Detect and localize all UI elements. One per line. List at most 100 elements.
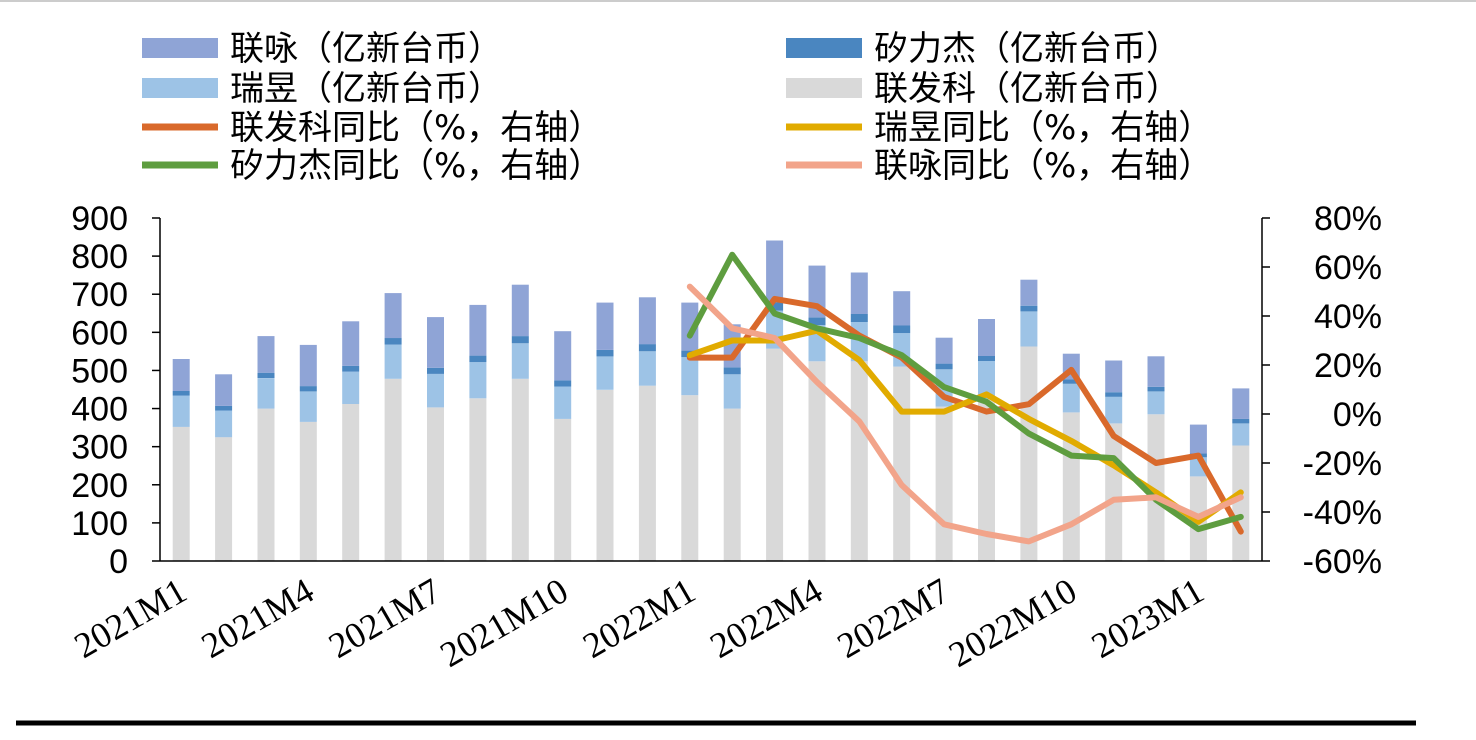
bar-segment-s3-2021M6 [384, 293, 402, 339]
bar-segment-s0-2021M10 [554, 418, 572, 561]
bar-segment-s3-2021M2 [215, 374, 233, 406]
bar-segment-s3-2022M7 [935, 337, 953, 364]
bar-segment-s1-2022M8 [978, 360, 995, 399]
right-tick-label: -20% [1303, 445, 1382, 483]
bar-segment-s2-2021M1 [172, 391, 190, 396]
bar-segment-s3-2023M1 [1189, 424, 1207, 454]
bar-segment-s3-2022M9 [1020, 279, 1038, 306]
bar-segment-s1-2021M12 [638, 351, 656, 386]
bar-segment-s3-2021M9 [511, 284, 529, 337]
bar-segment-s2-2022M11 [1105, 392, 1123, 397]
left-tick-label: 100 [71, 505, 128, 543]
left-tick-label: 900 [71, 200, 128, 238]
bar-segment-s0-2022M9 [1020, 346, 1038, 561]
bar-segment-s3-2023M2 [1232, 388, 1250, 419]
bar-segment-s3-2021M5 [342, 321, 360, 366]
legend-label-silergy: 矽力杰（亿新台币） [874, 29, 1180, 69]
bar-segment-s2-2021M8 [469, 355, 487, 363]
bar-segment-s0-2022M12 [1147, 414, 1165, 561]
lines [686, 251, 1244, 545]
bar-segment-s0-2021M3 [257, 408, 275, 561]
bar-segment-s3-2022M8 [978, 319, 995, 356]
x-tick-label: 2023M1 [1085, 570, 1211, 666]
bar-segment-s0-2021M9 [511, 378, 529, 561]
bar-segment-s1-2022M11 [1105, 396, 1123, 424]
legend-label-mediatek-yoy: 联发科同比（%，右轴） [230, 108, 602, 148]
legend: 联咏（亿新台币） 矽力杰（亿新台币） 瑞昱（亿新台币） 联发科（亿新台币） 联发… [142, 29, 1212, 186]
bar-segment-s1-2022M10 [1062, 383, 1080, 413]
bar-segment-s3-2022M5 [850, 272, 868, 314]
bar-segment-s0-2022M7 [935, 406, 953, 561]
left-tick-label: 200 [71, 467, 128, 505]
bar-segment-s3-2022M12 [1147, 356, 1165, 387]
legend-label-realtek: 瑞昱（亿新台币） [230, 69, 502, 109]
bar-segment-s0-2022M11 [1105, 423, 1123, 561]
line-series-1 [686, 327, 1244, 525]
right-tick-label: -60% [1303, 543, 1382, 581]
right-axis-ticks: -60% -40% -20% 0% 20% 40% 60% 80% [1262, 200, 1382, 581]
bar-segment-s2-2022M6 [893, 325, 911, 334]
bar-segment-s3-2021M1 [172, 359, 190, 391]
left-tick-label: 0 [109, 543, 128, 581]
bar-segment-s0-2022M3 [766, 348, 784, 561]
legend-label-lianyong-yoy: 联咏同比（%，右轴） [874, 146, 1212, 186]
bar-segment-s0-2022M5 [850, 361, 868, 561]
bar-segment-s1-2021M4 [299, 391, 317, 422]
right-tick-label: 40% [1314, 298, 1382, 336]
legend-label-silergy-yoy: 矽力杰同比（%，右轴） [230, 146, 602, 186]
bar-segment-s2-2021M10 [554, 380, 572, 387]
bar-segment-s0-2021M5 [342, 404, 360, 561]
bar-segment-s1-2021M10 [554, 386, 572, 419]
bar-segment-s2-2022M12 [1147, 386, 1165, 392]
bar-segment-s1-2022M2 [723, 374, 741, 409]
bar-segment-s1-2021M3 [257, 378, 275, 409]
bar-segment-s3-2021M10 [554, 331, 572, 381]
bar-segment-s0-2022M1 [681, 395, 699, 561]
bar-segment-s1-2022M12 [1147, 391, 1165, 415]
x-tick-label: 2021M10 [433, 570, 574, 675]
bar-segment-s2-2021M6 [384, 338, 402, 345]
legend-label-realtek-yoy: 瑞昱同比（%，右轴） [874, 108, 1212, 148]
x-tick-label: 2022M10 [942, 570, 1083, 675]
bar-segment-s2-2022M3 [766, 302, 784, 311]
left-tick-label: 800 [71, 238, 128, 276]
bar-segment-s0-2021M7 [427, 407, 444, 561]
bar-segment-s3-2022M11 [1105, 360, 1123, 393]
bar-segment-s3-2022M1 [681, 302, 699, 351]
bar-segment-s2-2021M2 [215, 405, 233, 411]
bar-segment-s2-2022M10 [1062, 379, 1080, 384]
bar-segment-s0-2021M12 [638, 385, 656, 561]
bar-segment-s3-2021M7 [427, 317, 444, 368]
bar-segment-s2-2021M3 [257, 372, 275, 378]
bar-segment-s3-2022M3 [766, 240, 784, 303]
bar-segment-s0-2021M6 [384, 378, 402, 561]
bar-segment-s0-2022M4 [808, 361, 826, 561]
bar-segment-s0-2021M1 [172, 426, 190, 561]
left-tick-label: 400 [71, 391, 128, 429]
bar-segment-s1-2022M1 [681, 357, 699, 396]
x-tick-label: 2022M4 [703, 570, 829, 666]
left-tick-label: 300 [71, 429, 128, 467]
bar-segment-s2-2021M9 [511, 336, 529, 344]
bar-segment-s1-2021M7 [427, 373, 444, 408]
x-tick-label: 2022M1 [576, 570, 702, 666]
legend-label-mediatek: 联发科（亿新台币） [874, 69, 1180, 109]
bar-segment-s3-2021M11 [596, 302, 614, 350]
bar-segment-s0-2022M8 [978, 399, 995, 561]
bar-segment-s0-2022M2 [723, 408, 741, 561]
bar-segment-s1-2021M6 [384, 344, 402, 379]
right-tick-label: 80% [1314, 200, 1382, 238]
bar-segment-s1-2021M8 [469, 362, 487, 399]
bar-segment-s1-2021M5 [342, 371, 360, 404]
bar-segment-s2-2022M8 [978, 356, 995, 361]
bar-segment-s2-2021M5 [342, 365, 360, 372]
bar-segment-s3-2021M4 [299, 344, 317, 387]
axes [159, 218, 1263, 562]
right-tick-label: 60% [1314, 249, 1382, 287]
bar-segment-s2-2021M4 [299, 386, 317, 392]
x-tick-label: 2021M1 [68, 570, 194, 666]
bar-segment-s0-2021M8 [469, 398, 487, 561]
bar-segment-s1-2022M9 [1020, 311, 1038, 347]
legend-swatch-lianyong [142, 38, 218, 58]
